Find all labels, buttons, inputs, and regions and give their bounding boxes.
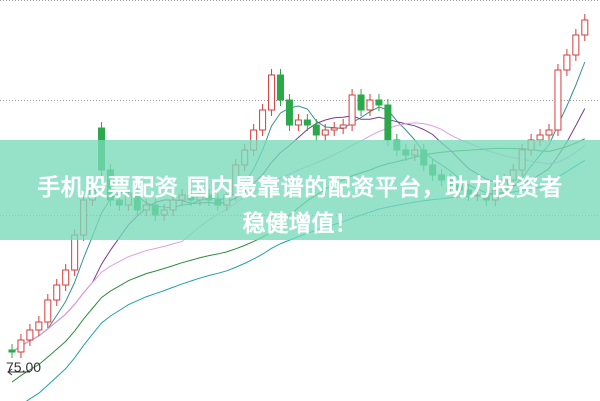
candle-body (26, 329, 34, 341)
candle-body (366, 99, 374, 111)
candle-body (35, 321, 43, 331)
candle-body (8, 349, 16, 353)
price-arrow-head (7, 368, 13, 376)
candle-body (259, 109, 267, 131)
candle-body (339, 124, 347, 129)
candle-body (554, 69, 562, 131)
candle-body (53, 284, 61, 301)
candle-body (285, 99, 293, 126)
candle-body (17, 339, 25, 353)
candle-body (268, 74, 276, 111)
candle-body (348, 94, 356, 126)
candle-body (384, 104, 392, 141)
candle-body (581, 19, 589, 36)
candle-body (545, 129, 553, 136)
candle-body (62, 269, 70, 286)
candle-body (312, 124, 320, 136)
banner-line-2: 稳健增值！ (242, 211, 358, 237)
candle-body (572, 34, 580, 56)
candle-body (563, 54, 571, 71)
candle-body (303, 119, 311, 126)
candle-body (277, 74, 284, 101)
candle-body (294, 119, 302, 126)
candle-body (321, 129, 329, 136)
promo-banner: 手机股票配资 国内最靠谱的配资平台，助力投资者 稳健增值！ (0, 140, 600, 240)
price-label: 75.00 (6, 359, 42, 375)
candle-body (71, 234, 79, 271)
banner-line-1: 手机股票配资 国内最靠谱的配资平台，助力投资者 (37, 175, 563, 201)
candle-body (375, 99, 383, 106)
candle-body (357, 94, 365, 111)
candle-body (330, 127, 338, 131)
candle-body (44, 299, 52, 323)
